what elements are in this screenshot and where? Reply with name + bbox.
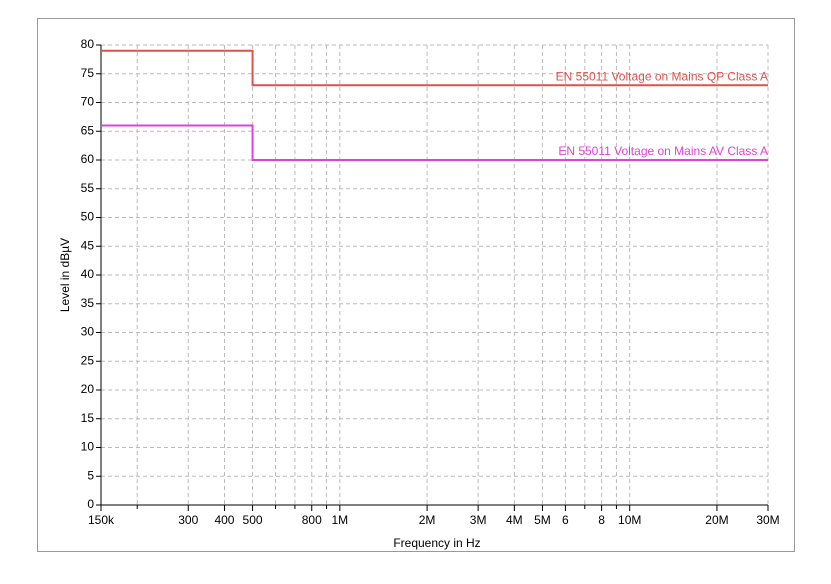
x-tick-label: 3M [470,513,487,527]
x-tick-label: 150k [88,513,115,527]
y-tick-label: 45 [81,238,95,252]
x-tick-label: 300 [178,513,198,527]
y-axis-label: Level in dBµV [58,238,72,312]
y-tick-label: 35 [81,296,95,310]
y-tick-label: 15 [81,411,95,425]
y-tick-label: 60 [81,152,95,166]
y-tick-label: 25 [81,353,95,367]
y-tick-label: 30 [81,325,95,339]
x-tick-label: 30M [756,513,779,527]
series-line [101,124,768,161]
y-tick-label: 5 [87,468,94,482]
x-tick-label: 500 [243,513,263,527]
y-tick-label: 40 [81,267,95,281]
y-tick-label: 55 [81,181,95,195]
x-tick-label: 20M [705,513,728,527]
y-tick-label: 10 [81,440,95,454]
x-tick-label: 10M [618,513,641,527]
x-tick-label: 8 [598,513,605,527]
x-tick-label: 6 [562,513,569,527]
x-tick-label: 1M [331,513,348,527]
y-tick-label: 80 [81,37,95,51]
y-tick-label: 20 [81,382,95,396]
x-axis-label: Frequency in Hz [393,536,480,550]
series-line [101,49,768,87]
y-tick-label: 70 [81,95,95,109]
x-tick-label: 2M [419,513,436,527]
series-label: EN 55011 Voltage on Mains QP Class A [556,69,768,83]
x-tick-label: 400 [214,513,234,527]
chart-frame [37,18,795,552]
x-tick-label: 4M [506,513,523,527]
x-tick-label: 5M [534,513,551,527]
y-tick-label: 65 [81,123,95,137]
y-tick-label: 50 [81,210,95,224]
x-tick-label: 800 [302,513,322,527]
y-tick-label: 0 [87,497,94,511]
series-label: EN 55011 Voltage on Mains AV Class A [558,144,768,158]
y-tick-label: 75 [81,66,95,80]
